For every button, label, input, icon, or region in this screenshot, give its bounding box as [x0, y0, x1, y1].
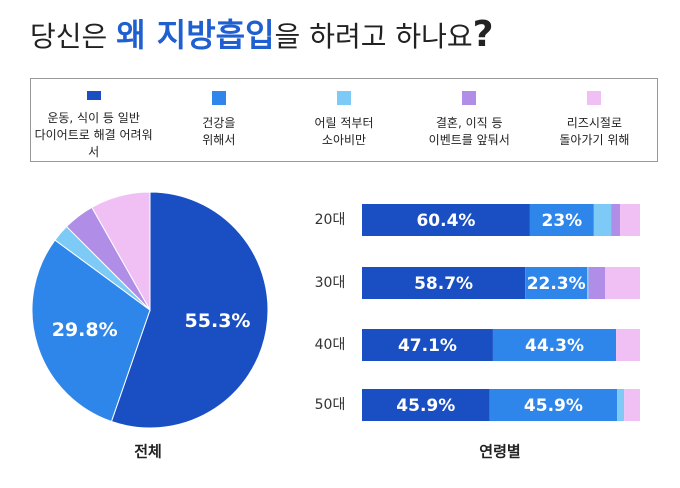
title: 당신은 왜 지방흡입을 하려고 하나요?	[30, 10, 494, 56]
title-mark: ?	[472, 14, 494, 55]
bar-label: 23%	[542, 211, 583, 231]
bar-label: 22.3%	[527, 274, 586, 294]
bar-label: 60.4%	[416, 211, 475, 231]
bar-segment	[362, 267, 526, 299]
title-highlight: 왜 지방흡입	[116, 16, 275, 54]
legend-item: 운동, 식이 등 일반 다이어트로 해결 어려워서	[31, 79, 156, 161]
legend-item: 리즈시절로 돌아가기 위해	[532, 79, 657, 161]
legend-swatch	[211, 91, 226, 105]
bar-segment	[362, 329, 493, 361]
bar-segment	[624, 389, 640, 421]
slice-label: 29.8%	[52, 319, 118, 341]
bar-label: 44.3%	[525, 336, 584, 356]
legend-item: 건강을 위해서	[156, 79, 281, 161]
legend-item: 결혼, 이직 등 이벤트를 앞둬서	[407, 79, 532, 161]
bar-segment	[611, 204, 620, 236]
legend-swatch	[337, 91, 351, 105]
bar-segment	[489, 389, 618, 421]
bar-segment	[617, 389, 625, 421]
y-tick-label: 40대	[315, 337, 346, 353]
legend-label: 건강을 위해서	[202, 116, 236, 147]
title-part: 을 하려고 하나요	[274, 20, 473, 53]
legend-label: 리즈시절로 돌아가기 위해	[559, 116, 630, 147]
legend: 운동, 식이 등 일반 다이어트로 해결 어려워서 건강을 위해서 어릴 적부터 소…	[30, 78, 658, 162]
bar-segment	[593, 204, 612, 236]
legend-swatch	[587, 91, 602, 105]
title-part: 당신은	[30, 20, 117, 53]
bar-segment	[588, 267, 606, 299]
bar-label: 45.9%	[524, 396, 583, 416]
caption: 전체	[134, 443, 162, 461]
bar-segment	[605, 267, 640, 299]
bar-segment	[525, 267, 588, 299]
pie-slice	[110, 191, 269, 429]
y-tick-label: 50대	[315, 397, 346, 413]
pie-slice	[31, 239, 151, 423]
legend-label: 운동, 식이 등 일반 다이어트로 해결 어려워서	[34, 111, 153, 159]
bar-segment	[362, 204, 530, 236]
legend-label: 어릴 적부터 소아비만	[314, 116, 374, 147]
bar-segment	[587, 267, 589, 299]
bar-label: 58.7%	[414, 274, 473, 294]
y-tick-label: 20대	[315, 212, 346, 228]
caption: 연령별	[479, 443, 520, 461]
y-tick-label: 30대	[315, 275, 346, 291]
bar-segment	[619, 204, 640, 236]
legend-label: 결혼, 이직 등 이벤트를 앞둬서	[428, 116, 510, 147]
bar-label: 47.1%	[398, 336, 457, 356]
bar-segment	[529, 204, 594, 236]
bar-segment	[362, 389, 490, 421]
bar-segment	[492, 329, 617, 361]
bar-segment	[616, 329, 640, 361]
legend-swatch	[86, 91, 101, 100]
pie-slice	[91, 191, 151, 312]
legend-item: 어릴 적부터 소아비만	[281, 79, 406, 161]
legend-swatch	[462, 91, 477, 105]
slice-label: 55.3%	[185, 310, 251, 332]
bar-label: 45.9%	[396, 396, 455, 416]
